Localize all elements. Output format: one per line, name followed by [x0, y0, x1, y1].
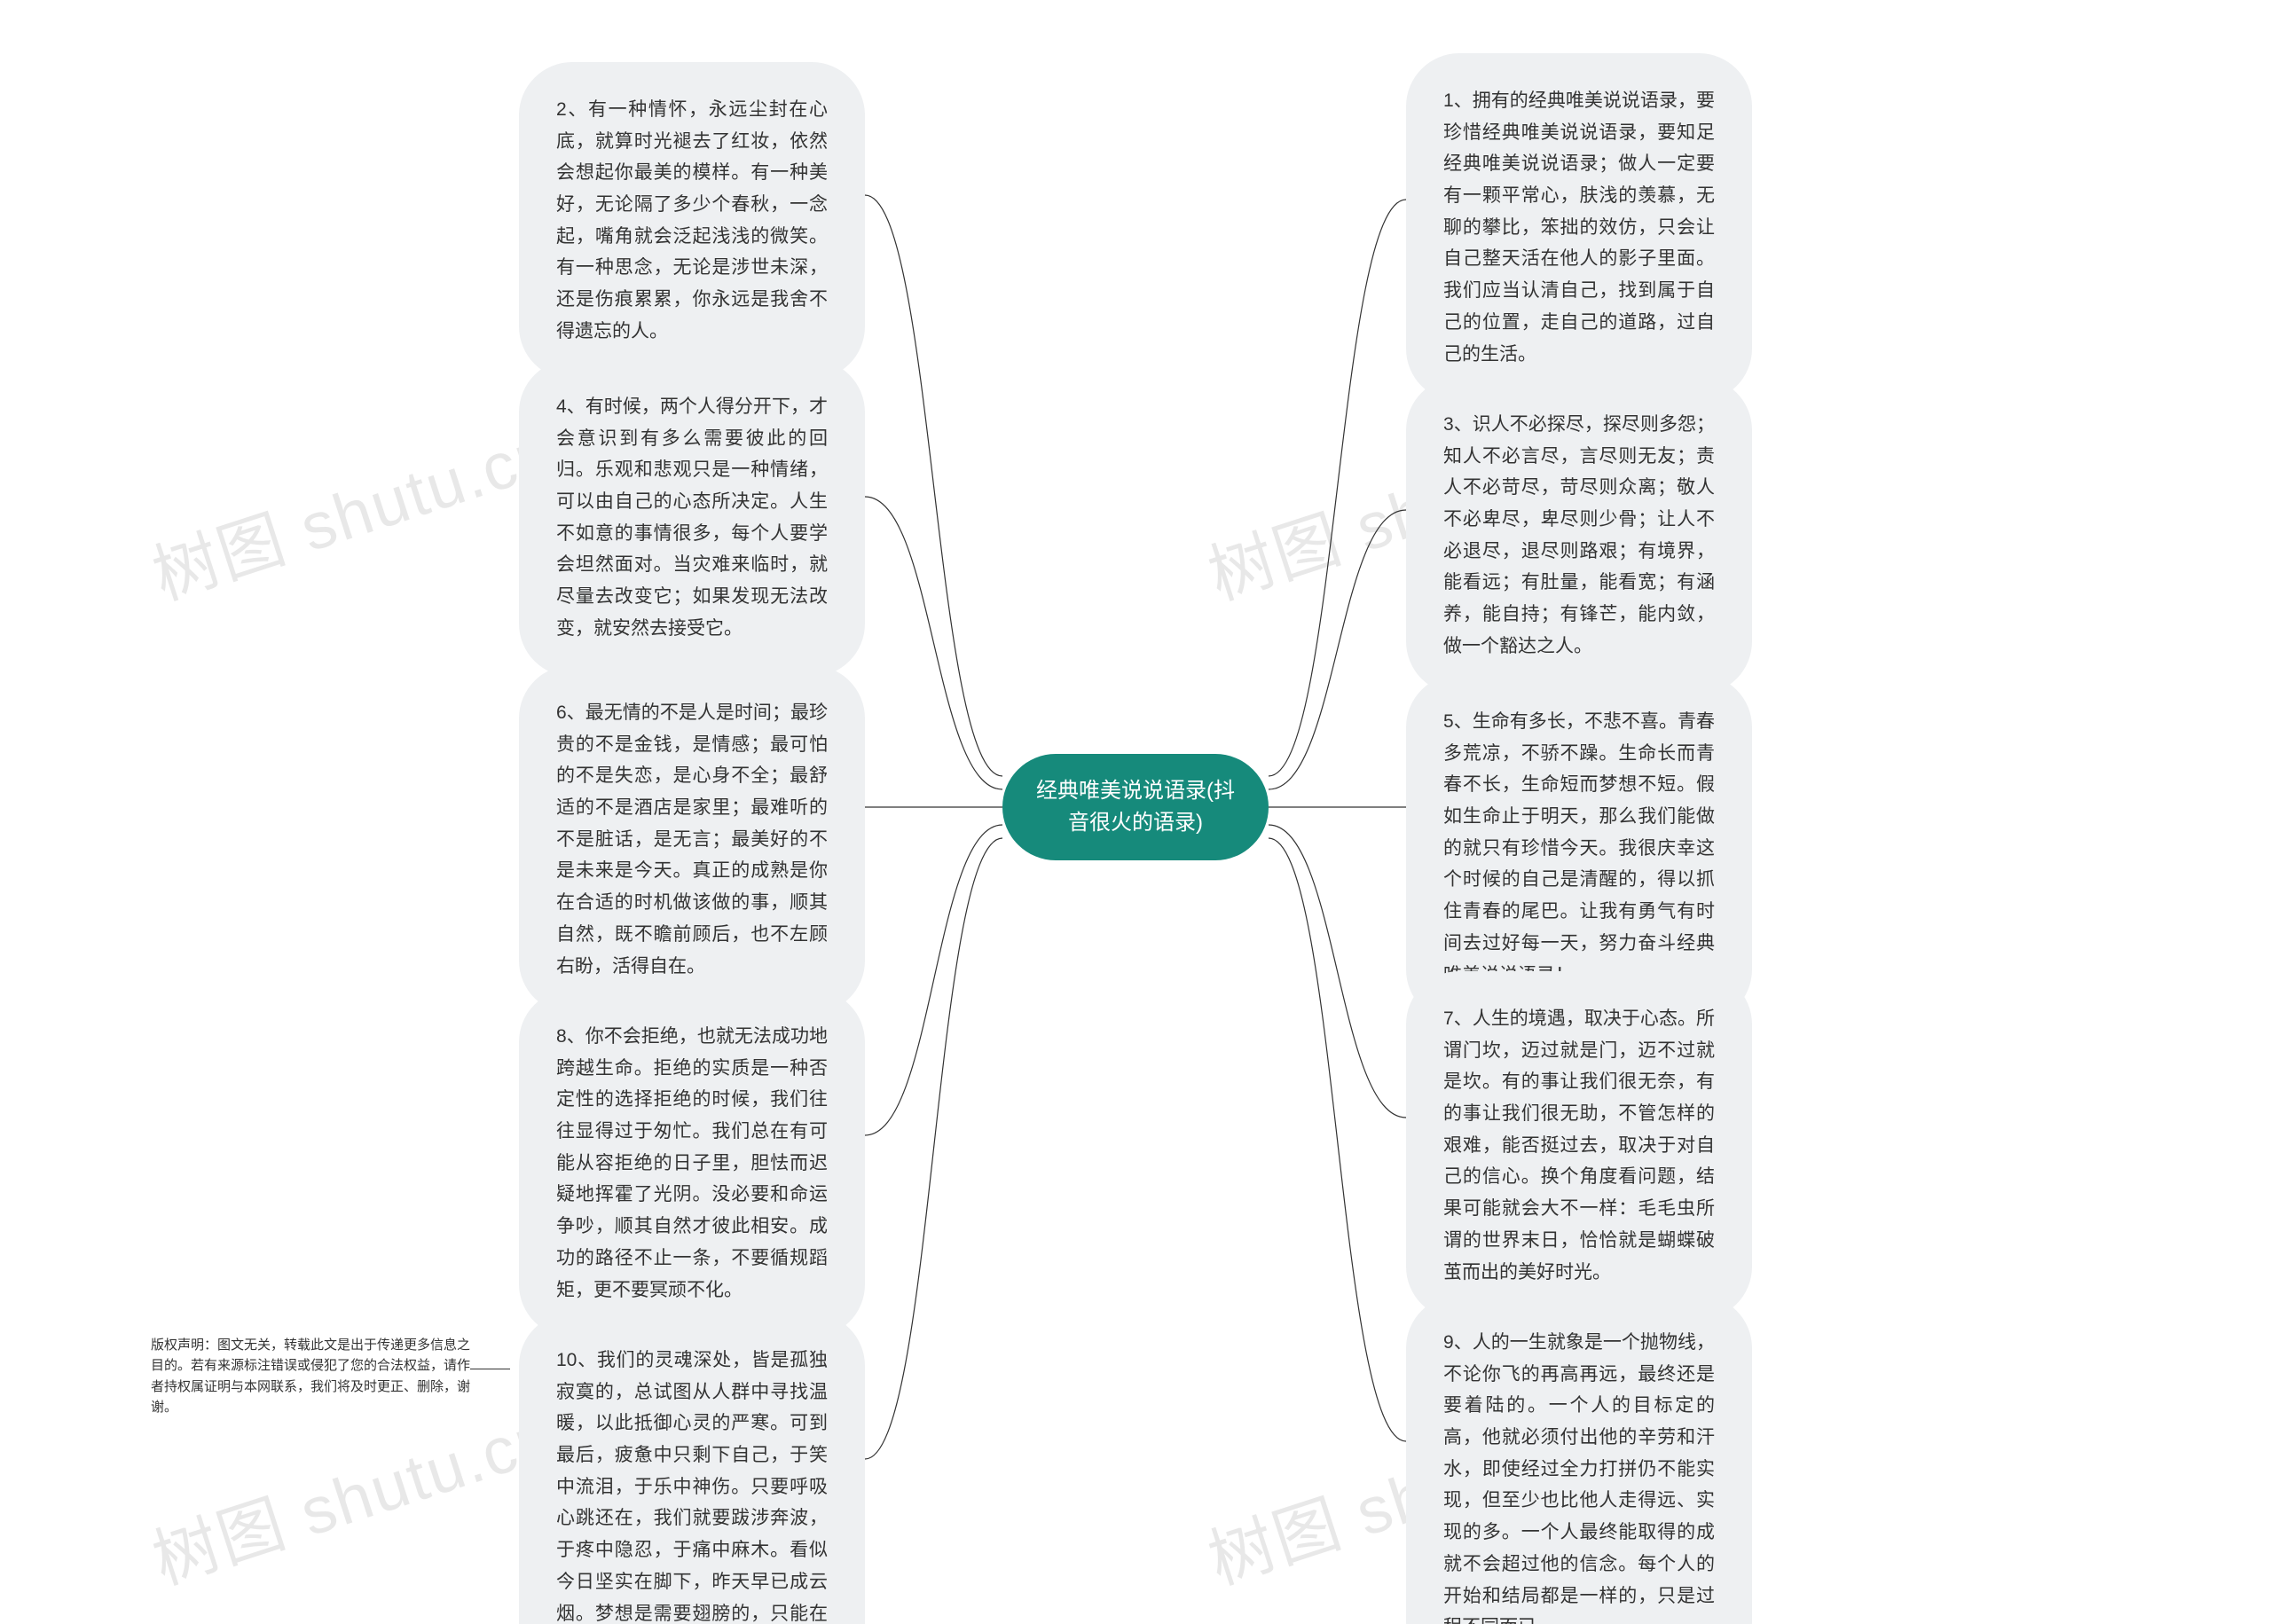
leaf-text: 10、我们的灵魂深处，皆是孤独寂寞的，总试图从人群中寻找温暖，以此抵御心灵的严寒…	[556, 1350, 828, 1624]
leaf-text: 1、拥有的经典唯美说说语录，要珍惜经典唯美说说语录，要知足经典唯美说说语录；做人…	[1443, 90, 1715, 365]
leaf-text: 3、识人不必探尽，探尽则多怨；知人不必言尽，言尽则无友；责人不必苛尽，苛尽则众离…	[1443, 414, 1715, 656]
leaf-text: 9、人的一生就象是一个抛物线，不论你飞的再高再远，最终还是要着陆的。一个人的目标…	[1443, 1332, 1715, 1624]
leaf-node-8[interactable]: 8、你不会拒绝，也就无法成功地跨越生命。拒绝的实质是一种否定性的选择拒绝的时候，…	[519, 989, 865, 1338]
leaf-node-1[interactable]: 1、拥有的经典唯美说说语录，要珍惜经典唯美说说语录，要知足经典唯美说说语录；做人…	[1406, 53, 1752, 402]
leaf-node-6[interactable]: 6、最无情的不是人是时间；最珍贵的不是金钱，是情感；最可怕的不是失恋，是心身不全…	[519, 665, 865, 1014]
leaf-text: 5、生命有多长，不悲不喜。青春多荒凉，不骄不躁。生命长而青春不长，生命短而梦想不…	[1443, 711, 1715, 985]
leaf-node-10[interactable]: 10、我们的灵魂深处，皆是孤独寂寞的，总试图从人群中寻找温暖，以此抵御心灵的严寒…	[519, 1313, 865, 1624]
watermark: 树图 shutu.cn	[139, 399, 565, 618]
center-topic[interactable]: 经典唯美说说语录(抖音很火的语录)	[1002, 754, 1269, 860]
copyright-note: 版权声明：图文无关，转载此文是出于传递更多信息之目的。若有来源标注错误或侵犯了您…	[151, 1335, 470, 1417]
leaf-text: 2、有一种情怀，永远尘封在心底，就算时光褪去了红妆，依然会想起你最美的模样。有一…	[556, 99, 828, 341]
copyright-text: 版权声明：图文无关，转载此文是出于传递更多信息之目的。若有来源标注错误或侵犯了您…	[151, 1338, 470, 1415]
mindmap-canvas: 树图 shutu.cn 树图 shutu.cn 树图 shutu.cn 树图 s…	[0, 0, 2271, 1624]
leaf-text: 8、你不会拒绝，也就无法成功地跨越生命。拒绝的实质是一种否定性的选择拒绝的时候，…	[556, 1026, 828, 1300]
leaf-node-2[interactable]: 2、有一种情怀，永远尘封在心底，就算时光褪去了红妆，依然会想起你最美的模样。有一…	[519, 62, 865, 380]
leaf-node-3[interactable]: 3、识人不必探尽，探尽则多怨；知人不必言尽，言尽则无友；责人不必苛尽，苛尽则众离…	[1406, 377, 1752, 694]
leaf-text: 4、有时候，两个人得分开下，才会意识到有多么需要彼此的回归。乐观和悲观只是一种情…	[556, 396, 828, 639]
leaf-text: 6、最无情的不是人是时间；最珍贵的不是金钱，是情感；最可怕的不是失恋，是心身不全…	[556, 702, 828, 977]
center-topic-label: 经典唯美说说语录(抖音很火的语录)	[1029, 775, 1242, 839]
leaf-node-7[interactable]: 7、人生的境遇，取决于心态。所谓门坎，迈过就是门，迈不过就是坎。有的事让我们很无…	[1406, 971, 1752, 1320]
leaf-node-4[interactable]: 4、有时候，两个人得分开下，才会意识到有多么需要彼此的回归。乐观和悲观只是一种情…	[519, 359, 865, 677]
leaf-node-9[interactable]: 9、人的一生就象是一个抛物线，不论你飞的再高再远，最终还是要着陆的。一个人的目标…	[1406, 1295, 1752, 1624]
leaf-text: 7、人生的境遇，取决于心态。所谓门坎，迈过就是门，迈不过就是坎。有的事让我们很无…	[1443, 1008, 1715, 1283]
